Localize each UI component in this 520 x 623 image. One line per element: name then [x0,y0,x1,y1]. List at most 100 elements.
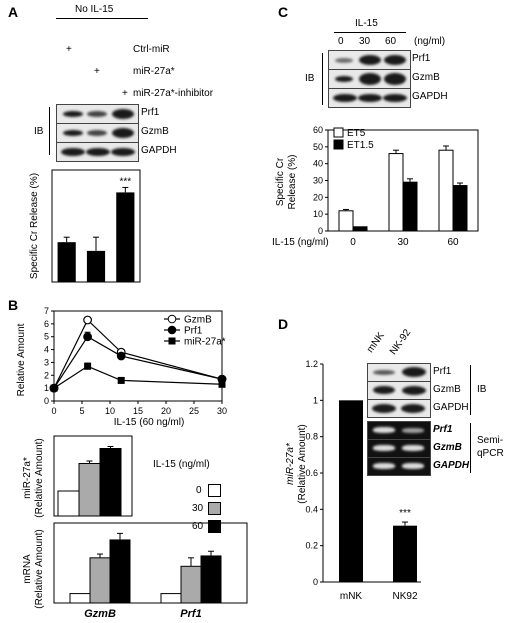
x-tick-label: 25 [189,406,199,416]
bar [99,448,122,517]
x-tick-label: 0 [51,406,56,416]
bar [57,490,80,517]
series-line [53,319,223,389]
legend-label: ET5 [347,128,366,139]
conc-0: 0 [338,36,344,47]
chart-b-mir-ylabel-2: (Relative Amount) [34,438,45,517]
legend-label: miR-27a* [184,337,226,348]
no-il15-label: No IL-15 [75,4,114,15]
y-tick-label: 6 [44,319,49,329]
bar [200,555,222,604]
panel-c-label: C [278,4,289,20]
x-tick-label: 60 [447,237,459,248]
bar [438,149,454,232]
blot-prf1 [56,104,139,124]
chart-b-mir-ylabel-1: miR-27a* [22,457,33,499]
blot-label-gapdh: GAPDH [141,145,177,156]
x-tick-label: NK92 [392,591,417,602]
chart-c-xlabel: IL-15 (ng/ml) [272,237,329,248]
series-line [53,365,223,389]
bar [78,463,101,517]
chart-b-mir: miR-27a* (Relative Amount) [22,435,133,518]
y-tick-label: 0 [313,577,318,587]
row-label-ctrl: Ctrl-miR [133,44,170,55]
chart-c-ylabel-1: Specific Cr [275,157,286,206]
d-gel-prf1 [367,421,431,440]
legend-swatch [333,127,344,138]
chart-c-ylabel-2: Release (%) [287,154,298,209]
category-label: Prf1 [180,608,201,620]
lane-label-mnk: mNK [364,330,387,355]
y-tick-label: 0.2 [305,541,318,551]
ib-bracket [49,107,50,155]
bar [452,185,468,232]
d-ib-bracket [470,365,471,415]
y-tick-label: 0 [44,396,49,406]
chart-d-ylabel-1: miR-27a* [285,442,296,485]
y-tick-label: 40 [313,159,323,169]
il15-title: IL-15 [355,18,378,29]
bar [69,593,91,604]
plus-sign: + [122,88,128,99]
chart-b-line-ylabel: Relative Amount [16,323,27,396]
d-blot-label-gzmb: GzmB [433,384,461,395]
blot-gzmb [56,123,139,143]
legend-marker [167,314,177,324]
y-tick-label: 20 [313,192,323,202]
lane-label-nk92: NK-92 [387,327,414,357]
legend-swatch-0 [208,484,221,497]
conc-30: 30 [359,36,371,47]
bar [352,226,368,232]
d-blot-prf1 [367,363,431,382]
d-blot-label-prf1: Prf1 [433,366,452,377]
d-gel-gzmb [367,439,431,458]
bar [388,153,404,232]
d-semi-label-1: Semi- [477,435,504,446]
blot-label-prf1: Prf1 [412,53,431,64]
bar [338,210,354,232]
legend-title: IL-15 (ng/ml) [153,459,210,470]
blot-prf1 [328,50,411,70]
x-tick-label: 30 [397,237,409,248]
bar [86,250,106,282]
significance-mark: *** [119,176,131,187]
y-tick-label: 0.4 [305,504,318,514]
row-label-inhibitor: miR-27a*-inhibitor [133,88,214,99]
d-pcr-bracket [470,423,471,473]
category-label: GzmB [84,608,116,620]
plus-sign: + [94,66,100,77]
blot-label-gzmb: GzmB [412,72,440,83]
condition-bracket [56,18,148,19]
y-tick-label: 50 [313,142,323,152]
chart-b-mrna: GzmB Prf1 mRNA (Relative Amount) [22,522,248,620]
y-tick-label: 1.2 [305,360,318,369]
panel-b-label: B [8,297,19,313]
bar [402,181,418,232]
conc-60: 60 [385,36,397,47]
bar [393,525,417,582]
plot-frame [53,522,248,604]
y-tick-label: 10 [313,209,323,219]
blot-gapdh [328,88,411,108]
legend-label-0: 0 [196,485,202,496]
x-tick-label: 10 [105,406,115,416]
y-tick-label: 3 [44,357,49,367]
d-semi-label-2: qPCR [477,448,504,459]
legend-label-60: 60 [192,521,204,532]
d-blot-gzmb [367,381,431,400]
y-tick-label: 0.6 [305,468,318,478]
plus-sign: + [66,44,72,55]
legend-swatch-30 [208,502,221,515]
legend-label: ET1.5 [347,140,374,151]
data-point [50,384,58,392]
chart-a: *** Specific Cr Release (%) [29,169,141,283]
d-gel-gapdh [367,457,431,476]
data-point [218,380,226,388]
y-tick-label: 1 [44,383,49,393]
d-gel-label-prf1: Prf1 [433,424,453,435]
chart-a-ylabel: Specific Cr Release (%) [29,173,40,279]
chart-b-mrna-ylabel-1: mRNA [22,554,33,584]
il15-bracket [334,32,406,33]
chart-b-line-xlabel: IL-15 (60 ng/ml) [114,417,185,427]
